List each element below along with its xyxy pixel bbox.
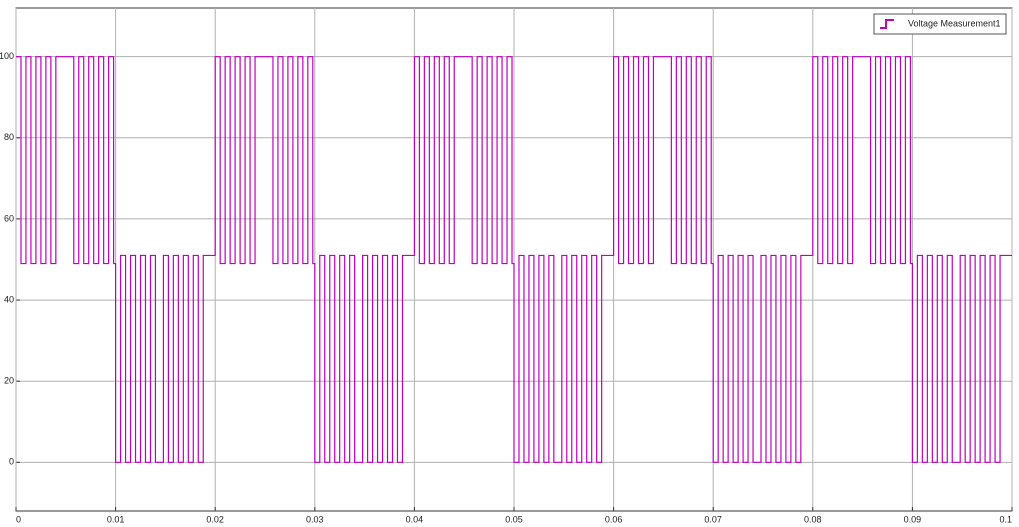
y-tick-label: 0: [9, 457, 14, 467]
x-tick-label: 0.07: [704, 514, 722, 524]
legend-label: Voltage Measurement1: [908, 18, 1001, 28]
x-tick-label: 0.01: [107, 514, 125, 524]
x-tick-label: 0.02: [206, 514, 224, 524]
x-tick-label: 0.06: [605, 514, 623, 524]
y-tick-label: 80: [4, 132, 14, 142]
y-tick-label: 20: [4, 376, 14, 386]
y-tick-label: 60: [4, 213, 14, 223]
x-tick-label: 0.04: [406, 514, 424, 524]
legend: Voltage Measurement1: [873, 13, 1007, 35]
x-tick-label: 0.03: [306, 514, 324, 524]
x-tick-label: 0.09: [904, 514, 922, 524]
x-tick-label: 0: [16, 514, 21, 524]
legend-swatch: [880, 19, 894, 29]
x-tick-label: 0.05: [505, 514, 523, 524]
x-tick-label: 0.08: [804, 514, 822, 524]
y-tick-label: 40: [4, 294, 14, 304]
y-tick-label: 100: [0, 51, 14, 61]
x-tick-label: 0.1: [999, 514, 1012, 524]
legend-box: [873, 13, 1007, 35]
data-line: [16, 56, 1012, 463]
